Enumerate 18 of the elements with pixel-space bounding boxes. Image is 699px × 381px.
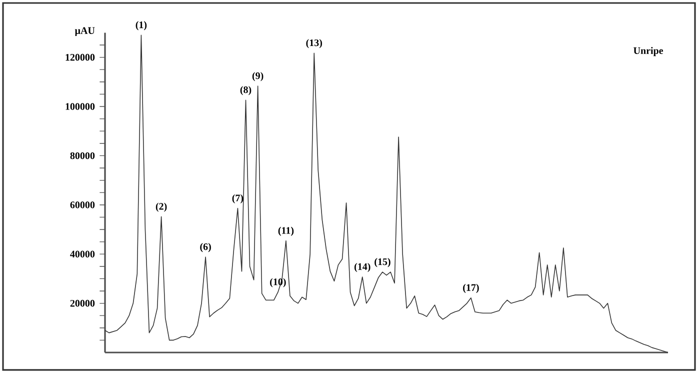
annotation: (11)	[278, 226, 294, 236]
y-tick-label: 80000	[70, 152, 95, 160]
y-tick-label: 60000	[70, 202, 95, 208]
annotation: (17)	[463, 284, 479, 293]
y-tick-label: 120000	[66, 54, 95, 61]
y-tick-label: 20000	[70, 300, 95, 307]
y-tick-label: 40000	[70, 250, 95, 258]
annotation: (13)	[306, 39, 322, 48]
annotation: (1)	[136, 21, 147, 30]
annotation: Unripe	[634, 46, 664, 56]
annotation: (15)	[374, 258, 390, 268]
y-tick-label: 100000	[66, 103, 95, 110]
y-axis-title: µAU	[74, 27, 95, 36]
annotation: (2)	[156, 202, 167, 212]
annotation: (9)	[252, 72, 264, 82]
annotation: (6)	[200, 243, 211, 252]
annotation: (14)	[354, 262, 370, 272]
annotation: (8)	[240, 86, 252, 96]
